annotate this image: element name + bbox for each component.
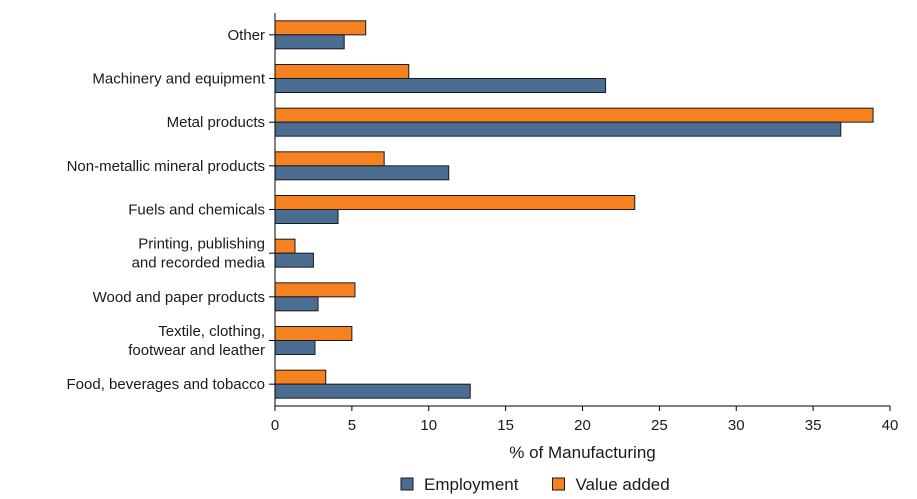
category-label: footwear and leather [128, 342, 265, 359]
category-label: Wood and paper products [93, 289, 265, 306]
bar-value-added-8 [274, 369, 327, 385]
bar-value-added-2 [274, 107, 874, 123]
bar-value-added-0 [274, 20, 367, 36]
bar-value-added-5 [274, 238, 296, 254]
legend-swatch-employment [400, 477, 414, 491]
bar-employment-8 [274, 383, 471, 399]
category-label: Printing, publishing [138, 236, 265, 253]
category-labels: Other Machinery and equipment Metal produc… [67, 27, 275, 393]
x-tick-label: 15 [497, 417, 514, 434]
bar-value-added-6 [274, 282, 356, 298]
bar-employment-5 [274, 252, 314, 268]
x-tick-label: 40 [882, 417, 899, 434]
bar-employment-6 [274, 296, 319, 312]
x-axis-ticks: 0 5 10 15 20 25 30 35 40 [271, 406, 899, 434]
x-tick-label: 35 [805, 417, 822, 434]
x-tick-label: 30 [728, 417, 745, 434]
bar-value-added-3 [274, 151, 385, 167]
x-tick-label: 5 [348, 417, 356, 434]
bar-employment-4 [274, 209, 339, 224]
bar-employment-7 [274, 340, 316, 355]
bar-employment-2 [274, 121, 842, 137]
category-label: Non-metallic mineral products [67, 158, 265, 175]
category-label: and recorded media [132, 255, 266, 272]
x-tick-label: 20 [574, 417, 591, 434]
legend-swatch-value-added [551, 477, 565, 491]
category-label: Machinery and equipment [92, 71, 265, 88]
bar-employment-0 [274, 34, 345, 50]
x-tick-label: 10 [420, 417, 437, 434]
category-label: Metal products [167, 114, 265, 131]
bar-employment-1 [274, 78, 607, 93]
category-label: Textile, clothing, [158, 323, 265, 340]
category-label: Fuels and chemicals [128, 202, 265, 219]
x-tick-label: 25 [651, 417, 668, 434]
legend: Employment Value added [400, 475, 670, 494]
x-tick-label: 0 [271, 417, 279, 434]
bars-group [274, 20, 874, 399]
x-axis-title: % of Manufacturing [509, 443, 655, 462]
category-label: Food, beverages and tobacco [67, 376, 265, 393]
legend-label-employment: Employment [424, 475, 519, 494]
bar-employment-3 [274, 165, 450, 181]
bar-value-added-7 [274, 326, 353, 341]
legend-label-value-added: Value added [575, 475, 669, 494]
bar-value-added-1 [274, 64, 410, 79]
category-label: Other [227, 27, 265, 44]
bar-value-added-4 [274, 195, 636, 210]
